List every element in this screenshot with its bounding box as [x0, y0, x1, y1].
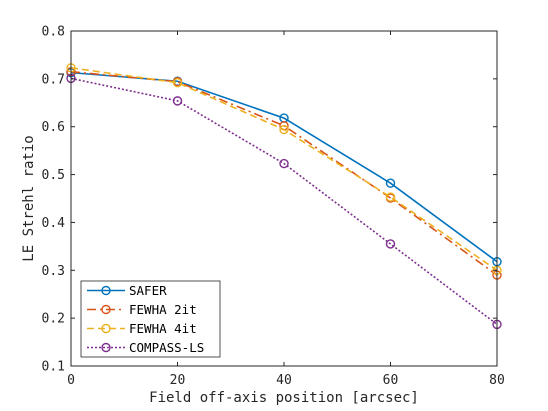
legend-label: FEWHA 2it — [129, 302, 197, 317]
x-axis-label: Field off-axis position [arcsec] — [149, 390, 419, 406]
legend-entry: FEWHA 2it — [87, 302, 197, 317]
y-tick-label: 0.2 — [42, 312, 65, 327]
legend-marker — [101, 342, 111, 353]
y-tick-label: 0.7 — [42, 72, 65, 87]
legend-entry: SAFER — [87, 283, 167, 298]
legend-entry: COMPASS-LS — [87, 340, 204, 355]
legend-label: COMPASS-LS — [129, 340, 204, 355]
data-point — [385, 178, 396, 188]
legend-marker — [101, 285, 111, 296]
y-axis-label: LE Strehl ratio — [21, 135, 37, 261]
y-tick-label: 0.6 — [42, 120, 65, 135]
series-line — [70, 67, 498, 271]
data-point — [279, 158, 289, 169]
x-tick-label: 0 — [67, 373, 75, 388]
legend-marker — [101, 323, 111, 334]
data-point — [279, 124, 289, 135]
y-tick-label: 0.5 — [42, 168, 65, 183]
legend: SAFER FEWHA 2it FEWHA 4it COMPASS-LS — [80, 280, 221, 358]
y-tick-label: 0.4 — [42, 216, 66, 231]
legend-marker — [101, 304, 111, 315]
legend-label: FEWHA 4it — [129, 321, 197, 336]
data-point — [385, 192, 396, 202]
y-tick-label: 0.8 — [42, 25, 65, 40]
x-tick-label: 60 — [383, 373, 399, 388]
x-tick-label: 20 — [170, 373, 186, 388]
series-line — [70, 77, 498, 325]
data-point — [172, 77, 183, 88]
legend-entry: FEWHA 4it — [87, 321, 197, 336]
legend-label: SAFER — [129, 283, 167, 298]
data-point — [385, 239, 396, 249]
y-tick-label: 0.1 — [42, 360, 65, 375]
data-point — [172, 96, 183, 106]
ticks-layer: 0 20 40 60 80 0.1 0.2 0.3 0.4 0.5 0.6 0.7 0.8 — [42, 25, 505, 389]
x-tick-label: 40 — [276, 373, 292, 388]
y-tick-label: 0.3 — [42, 264, 65, 279]
x-tick-label: 80 — [489, 373, 505, 388]
